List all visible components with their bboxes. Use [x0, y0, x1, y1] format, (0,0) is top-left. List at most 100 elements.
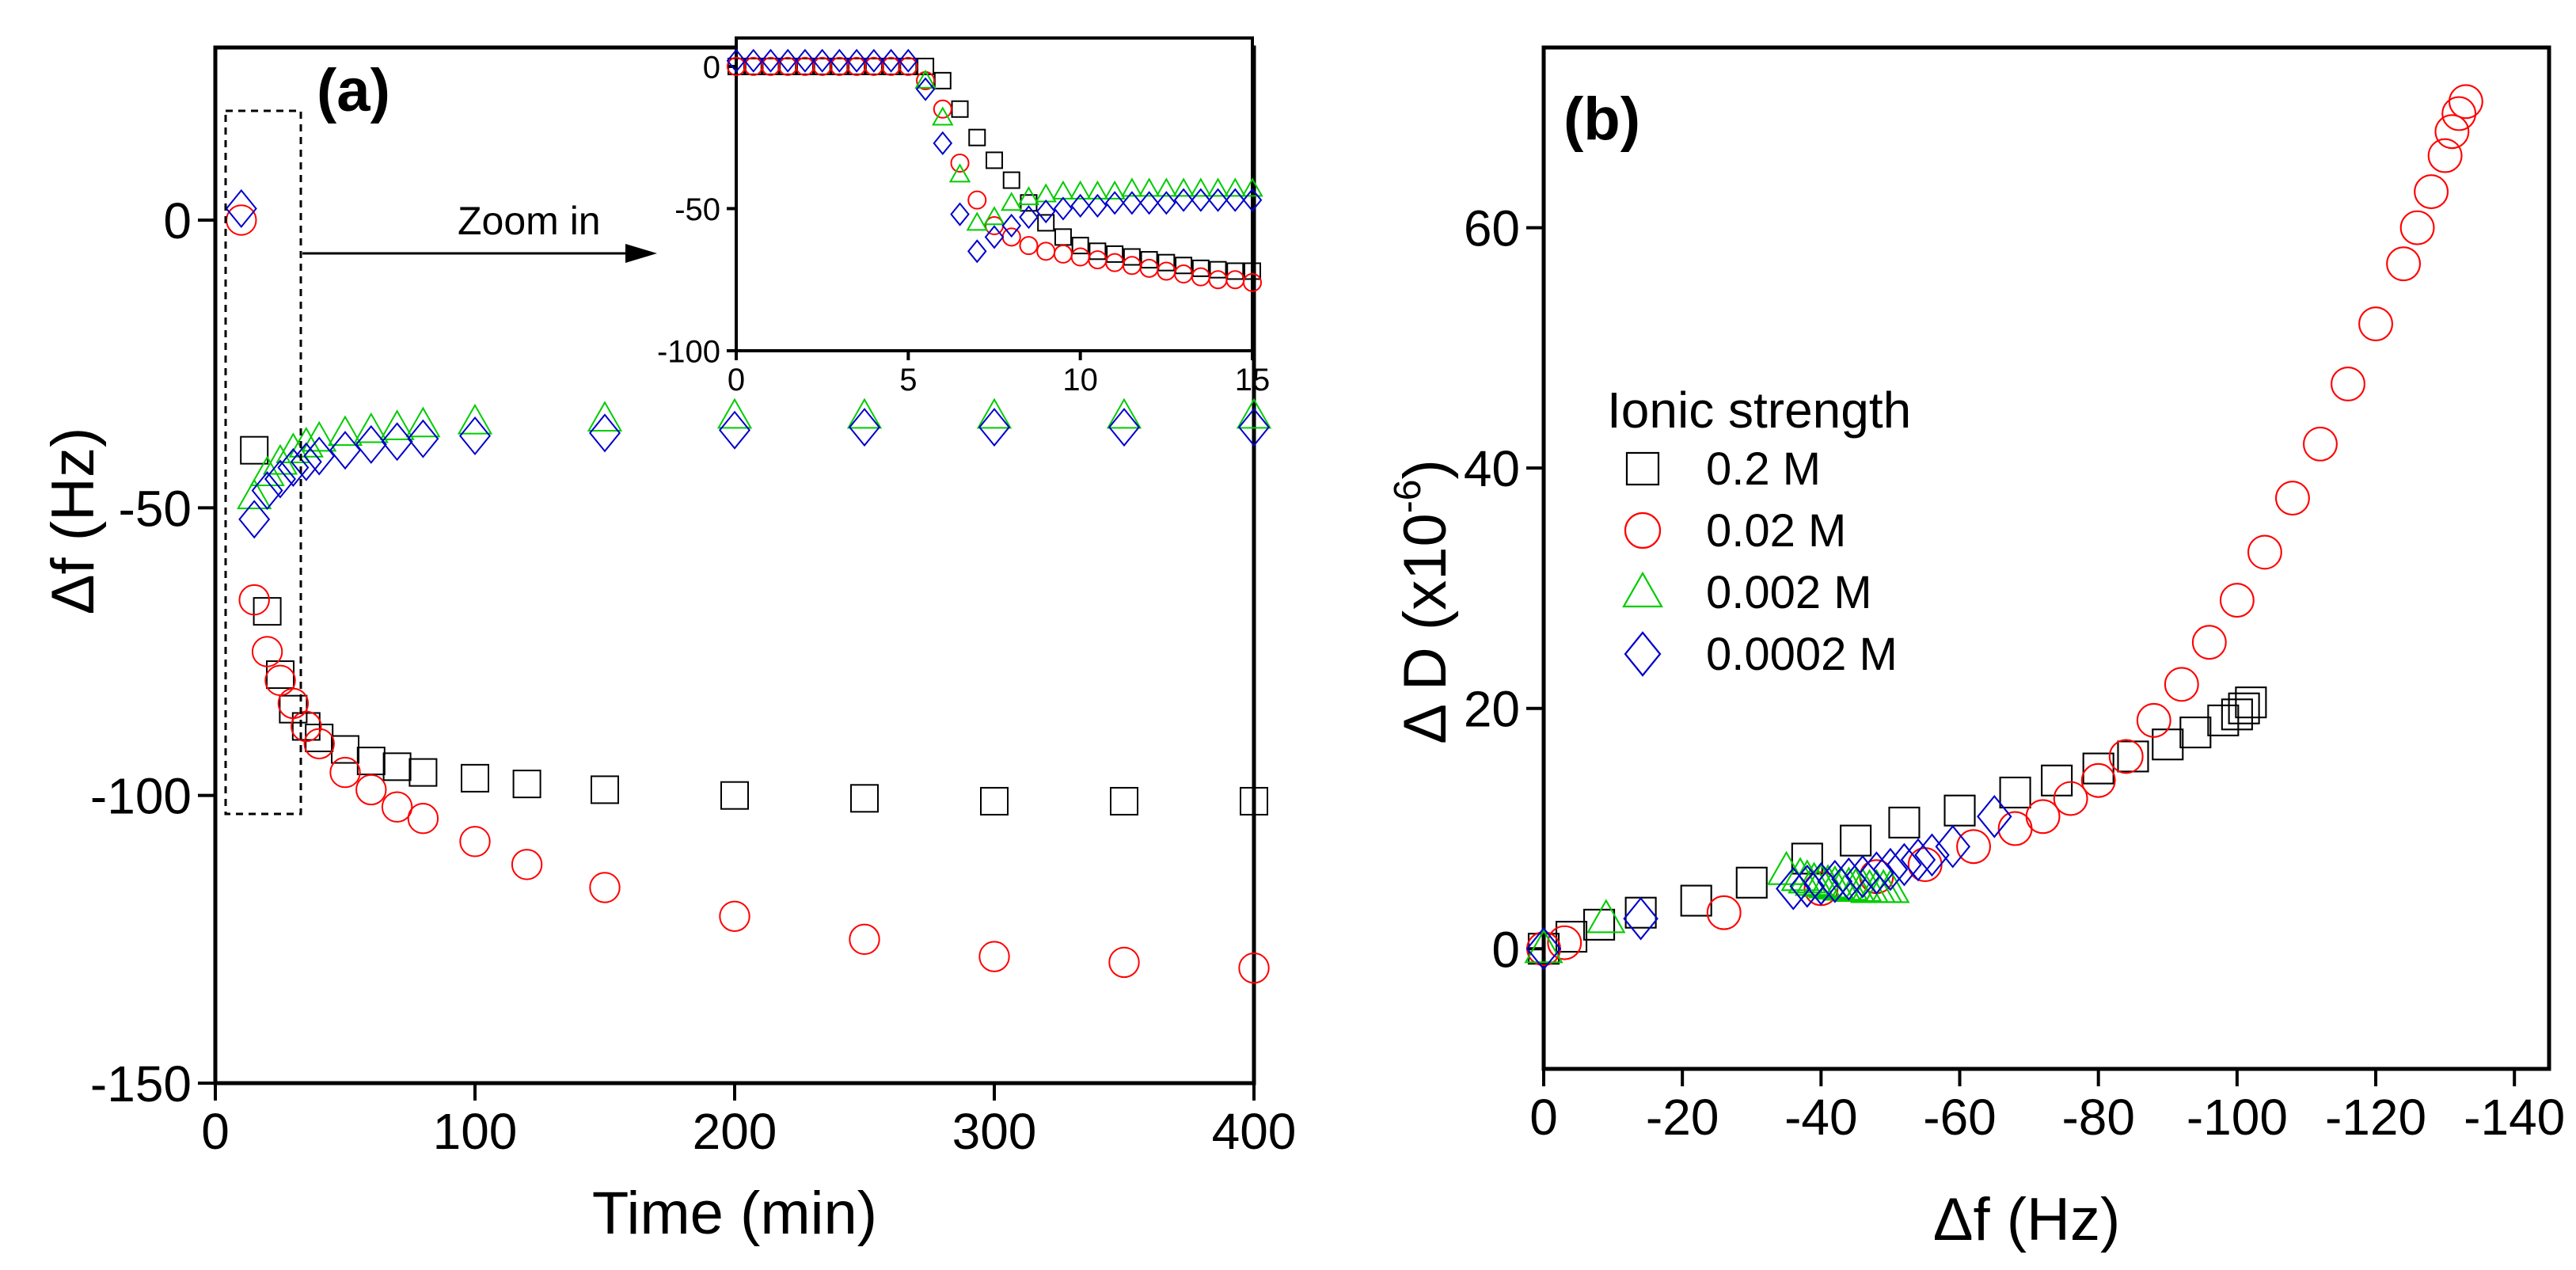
panel-a-data-point — [275, 432, 311, 463]
panel-a-data-point — [1238, 952, 1270, 984]
panel-a-data-point — [264, 664, 296, 697]
panel-a-y-axis-label: Δf (Hz) — [40, 428, 107, 615]
panel-b-data-point — [1706, 895, 1742, 930]
panel-a: 0 100 200 300 400 0-50-100-150 (a) Time (min… — [40, 36, 1296, 1247]
panel-a-data-point — [980, 786, 1009, 816]
panel-a-y-ticks: 0 -50 -100 -150 — [90, 192, 215, 1112]
panel-b-data-point — [2247, 534, 2282, 570]
panel-a-data-point — [303, 436, 336, 476]
legend-title: Ionic strength — [1607, 382, 1911, 439]
inset-data-point — [1037, 214, 1055, 232]
panel-b-data-point — [1840, 824, 1872, 857]
panel-b-series-0-002-M — [1524, 850, 1910, 964]
inset-data-point — [1104, 180, 1126, 200]
panel-b-data-point — [1914, 833, 1950, 877]
panel-a-data-point — [720, 781, 749, 810]
panel-b-data-point — [1999, 776, 2031, 808]
panel-b-data-point — [1935, 824, 1971, 869]
inset-data-point — [1209, 260, 1227, 279]
panel-b-data-point — [2441, 96, 2477, 131]
panel-a-data-point — [238, 500, 271, 539]
zoom-arrow-head — [625, 244, 657, 263]
panel-a-data-point — [1236, 397, 1272, 429]
panel-b-data-point — [2399, 210, 2435, 245]
inset-data-point — [1088, 193, 1108, 218]
zoom-region-box — [224, 109, 302, 816]
inset-x-tick-label: 10 — [1062, 363, 1098, 397]
inset-y-ticks: 0 -50 -100 — [657, 50, 736, 369]
panel-b-data-point — [1680, 884, 1712, 917]
panel-b-series-0-0002-M — [1525, 794, 2012, 971]
panel-a-x-ticks: 0 100 200 300 400 — [201, 1083, 1296, 1160]
panel-a-series-0-0002-M — [225, 188, 1270, 539]
panel-b-data-point — [2274, 481, 2310, 516]
panel-a-x-tick-label: 100 — [433, 1103, 518, 1160]
inset-x-tick-label: 0 — [728, 363, 745, 397]
panel-b-x-tick-label: -100 — [2187, 1089, 2288, 1146]
panel-a-data-point — [978, 941, 1010, 972]
panel-a-plot-area — [225, 188, 1272, 984]
legend-label: 0.2 M — [1706, 443, 1821, 495]
panel-b-data-point — [2191, 625, 2227, 660]
panel-a-data-point — [329, 756, 361, 789]
panel-a-data-point — [379, 409, 415, 440]
inset-data-point — [948, 163, 971, 183]
inset-data-point — [984, 225, 1005, 249]
panel-a-title: (a) — [317, 57, 390, 124]
inset-data-point — [1002, 171, 1020, 189]
inset-data-point — [1017, 186, 1040, 206]
inset-data-point — [846, 48, 867, 73]
inset-data-point — [932, 106, 954, 126]
legend-marker — [1625, 451, 1660, 486]
panel-b-data-point — [2414, 174, 2449, 210]
panel-b-data-point — [2331, 366, 2365, 401]
inset-data-point — [1173, 188, 1194, 212]
panel-b-data-point — [1735, 866, 1768, 899]
panel-b-series-0-2-M — [1527, 686, 2267, 965]
panel-b-series-0-02-M — [1526, 84, 2483, 967]
panel-b-data-point — [2179, 717, 2212, 749]
panel-a-data-point — [849, 923, 880, 956]
panel-b-data-point — [1943, 794, 1976, 827]
panel-b-y-tick-label: 20 — [1464, 681, 1520, 738]
panel-b-data-point — [1791, 842, 1823, 875]
panel-a-data-point — [327, 415, 363, 447]
panel-b-data-point — [1525, 926, 1562, 971]
inset-data-point — [950, 202, 970, 226]
inset-data-point — [864, 48, 884, 73]
panel-b-x-ticks: 0 -20 -40 -60 -80 -100 -120 -140 — [1529, 1069, 2565, 1146]
panel-b-y-tick-label: 60 — [1464, 200, 1520, 257]
panel-a-data-point — [355, 424, 387, 464]
panel-a-data-point — [290, 442, 322, 481]
panel-b-data-point — [2207, 704, 2240, 736]
panel-b-data-point — [2303, 426, 2338, 462]
panel-a-data-point — [251, 636, 283, 667]
inset-data-point — [830, 48, 849, 73]
inset-data-point — [1157, 253, 1176, 272]
panel-a-data-point — [226, 204, 257, 236]
inset-data-point — [899, 56, 918, 76]
panel-a-data-point — [291, 710, 322, 743]
panel-b-x-tick-label: -80 — [2061, 1089, 2135, 1146]
inset-data-point — [1172, 177, 1195, 197]
panel-b-data-point — [1524, 929, 1563, 964]
panel-b-data-point — [2427, 138, 2463, 173]
inset-data-point — [1175, 257, 1193, 275]
panel-a-data-point — [264, 459, 296, 499]
panel-b-data-point — [1586, 899, 1626, 933]
inset-data-point — [1242, 188, 1263, 212]
panel-b-title: (b) — [1563, 86, 1640, 153]
panel-b-y-tick-label: 40 — [1464, 440, 1520, 497]
inset-series-0-0002-M — [726, 48, 1263, 264]
panel-a-y-tick-label: -50 — [119, 480, 192, 537]
panel-b-x-axis-label: Δf (Hz) — [1933, 1186, 2121, 1253]
inset-data-point — [1001, 192, 1023, 211]
panel-b-data-point — [2164, 667, 2199, 702]
panel-a-data-point — [978, 408, 1010, 447]
panel-b-data-point — [2025, 799, 2061, 835]
panel-a-data-point — [251, 471, 283, 511]
panel-b-y-axis-label-exponent: -6 — [1387, 480, 1429, 514]
panel-a-data-point — [589, 413, 621, 453]
panel-a-data-point — [1238, 408, 1270, 447]
legend-items: 0.2 M 0.02 M 0.002 M 0.0002 M — [1622, 443, 1898, 680]
